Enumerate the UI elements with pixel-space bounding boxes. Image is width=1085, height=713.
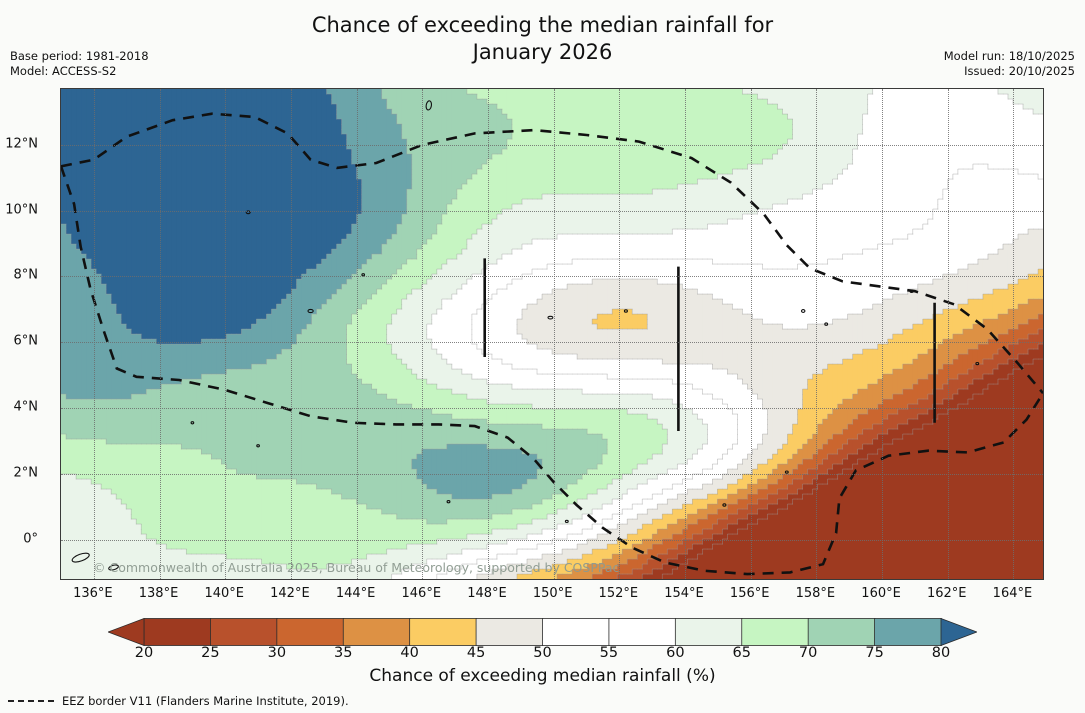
colorbar-tick-30: 30: [268, 645, 286, 661]
base-period-text: Base period: 1981-2018: [10, 49, 149, 64]
colorbar-tick-50: 50: [533, 645, 551, 661]
x-axis-tick-152: 152°E: [599, 586, 639, 601]
gridline-horizontal: [61, 473, 1043, 475]
gridline-vertical: [93, 89, 95, 579]
x-axis-tick-162: 162°E: [927, 586, 967, 601]
y-axis-tick-8: 8°N: [14, 268, 39, 283]
colorbar[interactable]: [108, 618, 977, 646]
model-text: Model: ACCESS-S2: [10, 64, 149, 79]
issued-text: Issued: 20/10/2025: [944, 64, 1075, 79]
gridline-horizontal: [61, 407, 1043, 409]
forecast-map[interactable]: © Commonwealth of Australia 2025, Bureau…: [60, 88, 1044, 580]
gridline-vertical: [1013, 89, 1015, 579]
x-axis-tick-156: 156°E: [730, 586, 770, 601]
gridline-vertical: [356, 89, 358, 579]
gridline-vertical: [947, 89, 949, 579]
x-axis-tick-158: 158°E: [796, 586, 836, 601]
x-axis-tick-138: 138°E: [139, 586, 179, 601]
gridline-vertical: [487, 89, 489, 579]
eez-legend-text: EEZ border V11 (Flanders Marine Institut…: [62, 694, 349, 708]
colorbar-tick-75: 75: [865, 645, 883, 661]
y-axis-tick-2: 2°N: [14, 465, 39, 480]
eez-dash-icon: [8, 700, 54, 702]
gridline-vertical: [553, 89, 555, 579]
x-axis-tick-164: 164°E: [993, 586, 1033, 601]
gridline-vertical: [750, 89, 752, 579]
map-raster: [61, 89, 1043, 579]
x-axis-tick-150: 150°E: [533, 586, 573, 601]
x-axis-tick-154: 154°E: [664, 586, 704, 601]
page-title: Chance of exceeding the median rainfall …: [0, 12, 1085, 66]
gridline-vertical: [619, 89, 621, 579]
x-axis-tick-136: 136°E: [73, 586, 113, 601]
x-axis-tick-144: 144°E: [336, 586, 376, 601]
x-axis-tick-146: 146°E: [402, 586, 442, 601]
x-axis-tick-148: 148°E: [467, 586, 507, 601]
footer-legend: EEZ border V11 (Flanders Marine Institut…: [8, 694, 349, 708]
gridline-horizontal: [61, 539, 1043, 541]
x-axis-tick-160: 160°E: [861, 586, 901, 601]
y-axis-tick-4: 4°N: [14, 399, 39, 414]
y-axis-tick-10: 10°N: [5, 202, 38, 217]
model-run-text: Model run: 18/10/2025: [944, 49, 1075, 64]
gridline-vertical: [685, 89, 686, 579]
colorbar-gradient: [108, 618, 977, 646]
y-axis-tick-6: 6°N: [14, 334, 39, 349]
metadata-right: Model run: 18/10/2025 Issued: 20/10/2025: [944, 49, 1075, 79]
gridline-vertical: [290, 89, 292, 579]
gridline-vertical: [816, 89, 818, 579]
gridline-vertical: [225, 89, 227, 579]
metadata-left: Base period: 1981-2018 Model: ACCESS-S2: [10, 49, 149, 79]
x-axis-tick-142: 142°E: [270, 586, 310, 601]
colorbar-tick-55: 55: [600, 645, 618, 661]
colorbar-tick-40: 40: [400, 645, 418, 661]
colorbar-label: Chance of exceeding median rainfall (%): [0, 666, 1085, 686]
colorbar-tick-20: 20: [135, 645, 153, 661]
colorbar-tick-45: 45: [467, 645, 485, 661]
title-line-2: January 2026: [0, 39, 1085, 66]
colorbar-tick-25: 25: [201, 645, 219, 661]
gridline-horizontal: [61, 210, 1043, 212]
y-axis-tick-0: 0°: [23, 531, 38, 546]
x-axis-tick-140: 140°E: [204, 586, 244, 601]
gridline-vertical: [882, 89, 884, 579]
colorbar-tick-80: 80: [932, 645, 950, 661]
colorbar-tick-35: 35: [334, 645, 352, 661]
gridline-vertical: [159, 89, 161, 579]
y-axis-tick-12: 12°N: [5, 136, 38, 151]
gridline-horizontal: [61, 342, 1043, 344]
colorbar-tick-65: 65: [733, 645, 751, 661]
title-line-1: Chance of exceeding the median rainfall …: [0, 12, 1085, 39]
colorbar-tick-60: 60: [666, 645, 684, 661]
colorbar-tick-70: 70: [799, 645, 817, 661]
gridline-horizontal: [61, 276, 1043, 278]
gridline-horizontal: [61, 144, 1043, 146]
gridline-vertical: [422, 89, 424, 579]
